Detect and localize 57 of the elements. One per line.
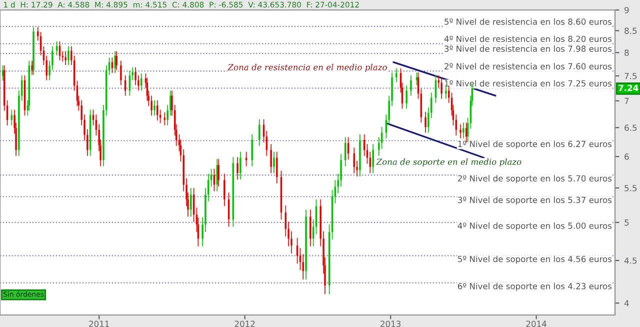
candlestick [251,134,253,167]
ref-line-label: 2º Nivel de soporte en los 5.70 euros [458,175,612,184]
annotation: Zona de soporte en el medio plazo [376,158,522,167]
candlestick [270,144,272,174]
y-tick-label: 8 [624,50,629,56]
ref-line-label: 5º Nivel de soporte en los 4.56 euros [458,256,612,264]
y-tick-label: 7 [624,98,629,104]
candlestick [164,112,166,126]
candlestick [156,100,158,121]
annotation: 7.24 [618,84,638,91]
annotation: Zona de resistencia en el medio plazo [228,64,387,72]
candlestick [460,124,462,139]
candlestick [445,85,447,100]
candlestick [68,46,70,66]
candlestick [344,136,346,167]
candlestick [64,50,66,66]
y-tick-label: 9 [624,6,629,14]
ref-line-label: 4º Nivel de resistencia en los 8.20 euros [444,36,612,42]
candlestick [273,151,275,174]
candlestick [372,144,374,174]
x-tick-label: 2014 [526,320,546,327]
candlestick [440,77,442,100]
candlestick [236,156,238,180]
y-tick-label: 4 [624,300,629,306]
candlestick [424,111,426,134]
candlestick [111,57,114,74]
candlestick [240,151,242,180]
candlestick [258,118,260,146]
ref-line-label: 4º Nivel de soporte en los 5.00 euros [458,222,612,230]
ref-line-label: 1º Nivel de soporte en los 6.27 euros [458,140,612,149]
x-tick-label: 2011 [89,320,109,327]
candlestick [406,85,408,110]
y-tick-label: 4.5 [624,258,637,264]
ref-line-label: 3º Nivel de soporte en los 5.37 euros [458,196,612,205]
y-tick-label: 7.5 [624,72,637,80]
ref-line-label: 5º Nivel de resistencia en los 8.60 euros [444,18,612,25]
candlestick [276,151,278,184]
candlestick [224,173,226,207]
ref-line-label: 2º Nivel de resistencia en los 7.60 euros [444,63,612,70]
candlestick [416,72,418,86]
candlestick [310,209,312,247]
y-tick-label: 8.5 [624,28,637,34]
candlestick [120,60,122,86]
x-tick-label: 2012 [234,320,255,327]
candlestick [462,122,464,139]
candlestick [154,100,156,116]
y-tick-label: 5 [624,220,629,226]
ref-line-label: 6º Nivel de soporte en los 4.23 euros [458,282,612,291]
ref-line-label: 3º Nivel de resistencia en los 7.98 euros [444,45,612,52]
y-tick-label: 6 [624,154,629,160]
x-tick-label: 2013 [380,320,401,327]
candlestick [410,74,412,96]
y-tick-label: 6.5 [624,124,637,131]
candlestick [190,188,192,218]
y-tick-label: 5.5 [624,185,637,192]
ref-line-label: 1º Nivel de resistencia en los 7.25 euros [444,80,612,87]
candlestick [396,68,398,83]
